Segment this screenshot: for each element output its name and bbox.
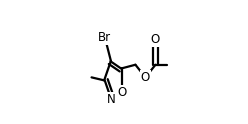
Text: N: N [107, 93, 115, 106]
Text: O: O [141, 71, 150, 84]
Text: O: O [117, 86, 126, 99]
Text: O: O [151, 33, 160, 46]
Text: Br: Br [98, 31, 111, 44]
